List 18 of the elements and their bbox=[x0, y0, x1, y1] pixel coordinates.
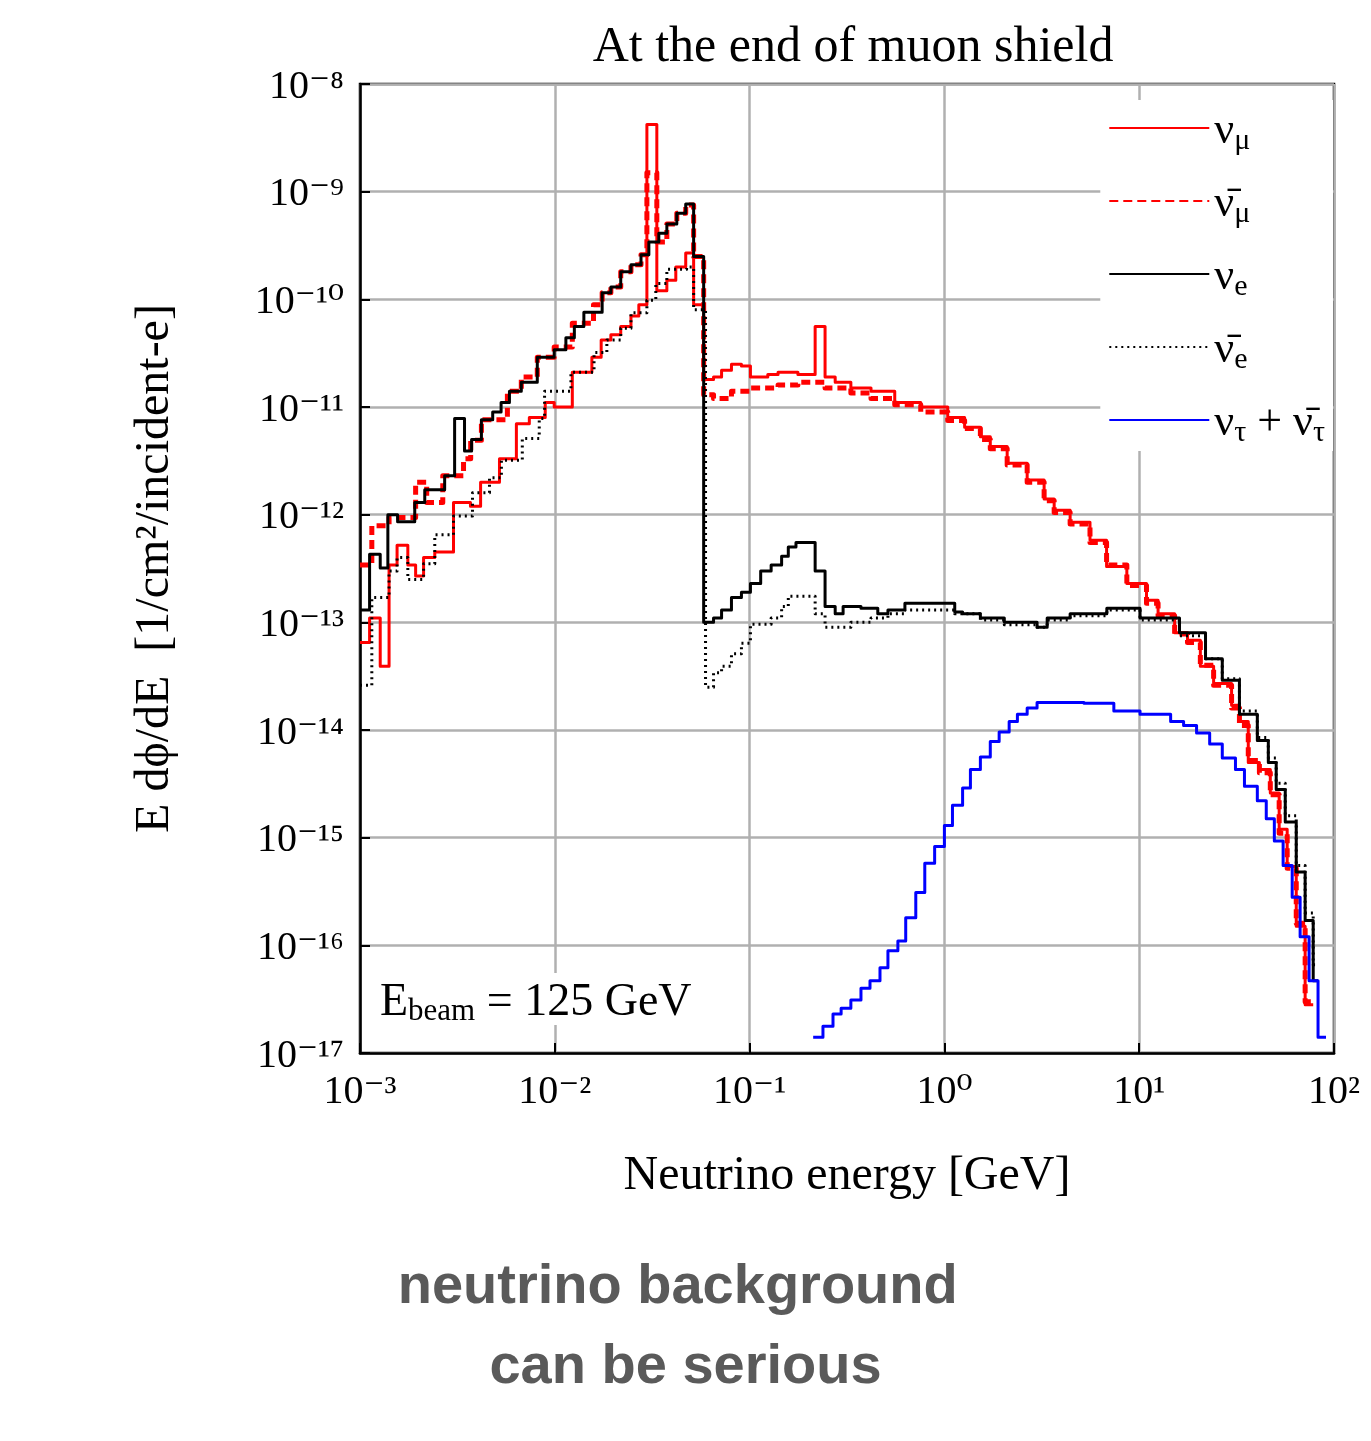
y-tick-label: 10⁻¹¹ bbox=[258, 384, 344, 430]
x-axis-title: Neutrino energy [GeV] bbox=[623, 1145, 1071, 1199]
y-tick-label: 10⁻¹⁴ bbox=[256, 707, 344, 753]
chart-title: At the end of muon shield bbox=[592, 16, 1114, 72]
y-tick-label: 10⁻⁹ bbox=[268, 169, 344, 215]
y-tick-label: 10⁻⁸ bbox=[268, 61, 344, 107]
x-tick-label: 10⁻² bbox=[518, 1066, 592, 1112]
y-tick-label: 10⁻¹³ bbox=[258, 599, 344, 645]
x-tick-label: 10⁻¹ bbox=[713, 1066, 787, 1112]
y-tick-label: 10⁻¹⁶ bbox=[256, 922, 344, 968]
y-tick-label: 10⁻¹⁵ bbox=[256, 815, 344, 861]
y-tick-label: 10⁻¹² bbox=[258, 492, 344, 538]
y-tick-label: 10⁻¹⁰ bbox=[254, 276, 344, 322]
x-tick-label: 10⁰ bbox=[916, 1066, 973, 1112]
x-tick-label: 10¹ bbox=[1113, 1066, 1166, 1112]
x-tick-label: 10² bbox=[1308, 1066, 1360, 1112]
text: neutrino background can be serious bbox=[397, 1251, 974, 1395]
y-axis-title: E dϕ/dE [1/cm²/incident-e] bbox=[124, 304, 178, 833]
